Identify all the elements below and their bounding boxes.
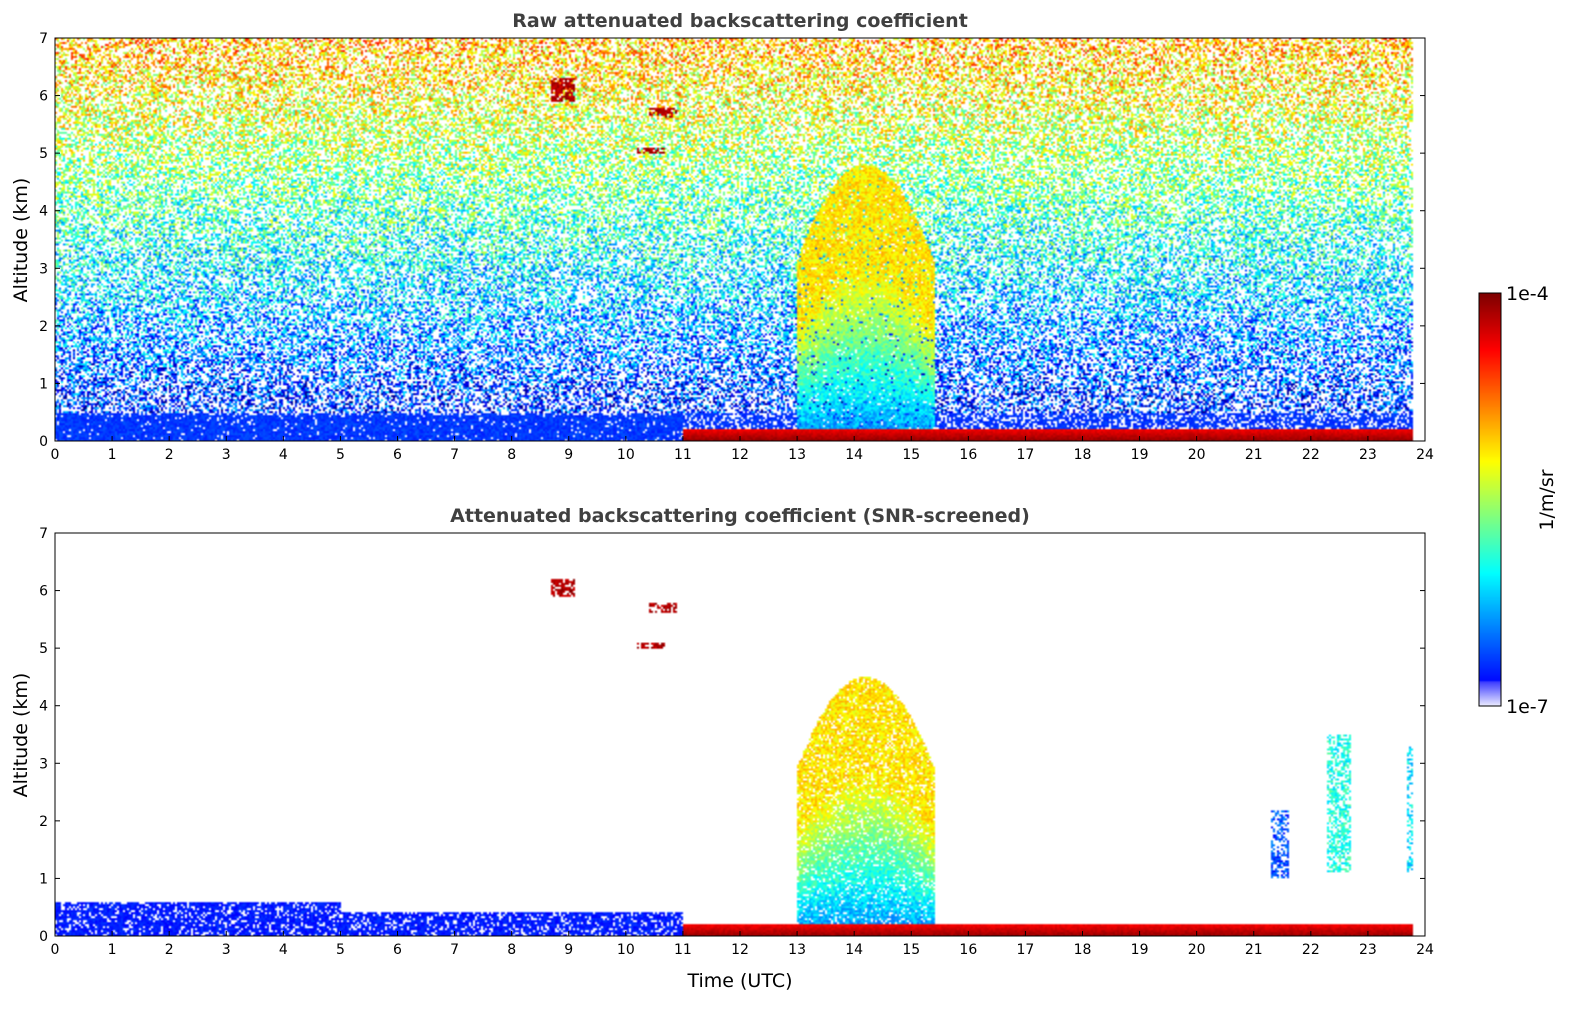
y-tick-label: 1 (39, 871, 48, 887)
x-tick-label: 7 (450, 447, 459, 463)
x-tick-label: 4 (279, 447, 288, 463)
x-tick-label: 13 (788, 942, 806, 958)
x-tick-label: 3 (222, 942, 231, 958)
x-tick-label: 1 (108, 942, 117, 958)
y-tick-label: 7 (39, 31, 48, 47)
colorbar-frame (1478, 292, 1502, 707)
bottom-panel: Attenuated backscattering coefficient (S… (10, 505, 1434, 992)
x-tick-label: 17 (1017, 942, 1035, 958)
x-tick-label: 12 (731, 942, 749, 958)
y-tick-label: 2 (39, 814, 48, 830)
x-tick-label: 18 (1074, 447, 1092, 463)
x-tick-label: 10 (617, 447, 635, 463)
x-tick-label: 23 (1359, 447, 1377, 463)
x-tick-label: 22 (1302, 942, 1320, 958)
bottom-x-ticks: 0 1 2 3 4 5 6 7 8 9 10 11 12 13 14 15 16 17 18 19 20 21 22 23 24 (51, 931, 1434, 958)
x-tick-label: 6 (393, 447, 402, 463)
bottom-title: Attenuated backscattering coefficient (S… (450, 505, 1030, 527)
colorbar-max-label: 1e-4 (1506, 283, 1549, 305)
bottom-xlabel: Time (UTC) (686, 970, 792, 992)
bottom-heatmap (55, 533, 1425, 936)
x-tick-label: 2 (165, 942, 174, 958)
top-heatmap (55, 38, 1425, 441)
x-tick-label: 20 (1188, 942, 1206, 958)
x-tick-label: 14 (845, 447, 863, 463)
y-tick-label: 0 (39, 434, 48, 450)
x-tick-label: 9 (564, 942, 573, 958)
x-tick-label: 11 (674, 447, 692, 463)
y-tick-label: 0 (39, 929, 48, 945)
y-tick-label: 7 (39, 526, 48, 542)
x-tick-label: 12 (731, 447, 749, 463)
y-tick-label: 4 (39, 699, 48, 715)
bottom-plot-area (55, 533, 1425, 936)
x-tick-label: 7 (450, 942, 459, 958)
top-ylabel: Altitude (km) (10, 178, 32, 303)
x-tick-label: 14 (845, 942, 863, 958)
x-tick-label: 20 (1188, 447, 1206, 463)
x-tick-label: 13 (788, 447, 806, 463)
x-tick-label: 0 (51, 447, 60, 463)
x-tick-label: 11 (674, 942, 692, 958)
y-tick-label: 2 (39, 319, 48, 335)
x-tick-label: 15 (902, 447, 920, 463)
colorbar-gradient (1479, 293, 1501, 706)
x-tick-label: 23 (1359, 942, 1377, 958)
x-tick-label: 19 (1131, 447, 1149, 463)
y-tick-label: 4 (39, 204, 48, 220)
x-tick-label: 0 (51, 942, 60, 958)
x-tick-label: 8 (507, 447, 516, 463)
top-panel: Raw attenuated backscattering coefficien… (10, 10, 1434, 463)
x-tick-label: 5 (336, 942, 345, 958)
x-tick-label: 22 (1302, 447, 1320, 463)
x-tick-label: 24 (1416, 447, 1434, 463)
y-tick-label: 1 (39, 376, 48, 392)
top-x-ticks: 0 1 2 3 4 5 6 7 8 9 10 11 12 13 14 15 16 17 18 19 20 21 22 23 24 (51, 436, 1434, 463)
y-tick-label: 3 (39, 261, 48, 277)
x-tick-label: 8 (507, 942, 516, 958)
x-tick-label: 9 (564, 447, 573, 463)
bottom-ylabel: Altitude (km) (10, 673, 32, 798)
y-tick-label: 5 (39, 641, 48, 657)
x-tick-label: 24 (1416, 942, 1434, 958)
top-plot-area (55, 38, 1425, 441)
x-tick-label: 15 (902, 942, 920, 958)
x-tick-label: 21 (1245, 942, 1263, 958)
y-tick-label: 6 (39, 89, 48, 105)
x-tick-label: 6 (393, 942, 402, 958)
colorbar-min-label: 1e-7 (1506, 696, 1549, 718)
x-tick-label: 16 (959, 447, 977, 463)
x-tick-label: 17 (1017, 447, 1035, 463)
x-tick-label: 19 (1131, 942, 1149, 958)
x-tick-label: 4 (279, 942, 288, 958)
x-tick-label: 3 (222, 447, 231, 463)
y-tick-label: 6 (39, 584, 48, 600)
x-tick-label: 2 (165, 447, 174, 463)
x-tick-label: 1 (108, 447, 117, 463)
colorbar: 1e-4 1e-7 1/m/sr (1478, 283, 1558, 718)
top-title: Raw attenuated backscattering coefficien… (512, 10, 968, 32)
top-y-ticks: 0 1 2 3 4 5 6 7 (39, 31, 1425, 450)
y-tick-label: 3 (39, 756, 48, 772)
x-tick-label: 21 (1245, 447, 1263, 463)
y-tick-label: 5 (39, 146, 48, 162)
colorbar-unit: 1/m/sr (1536, 469, 1558, 530)
x-tick-label: 5 (336, 447, 345, 463)
x-tick-label: 18 (1074, 942, 1092, 958)
x-tick-label: 16 (959, 942, 977, 958)
x-tick-label: 10 (617, 942, 635, 958)
bottom-y-ticks: 0 1 2 3 4 5 6 7 (39, 526, 1425, 945)
